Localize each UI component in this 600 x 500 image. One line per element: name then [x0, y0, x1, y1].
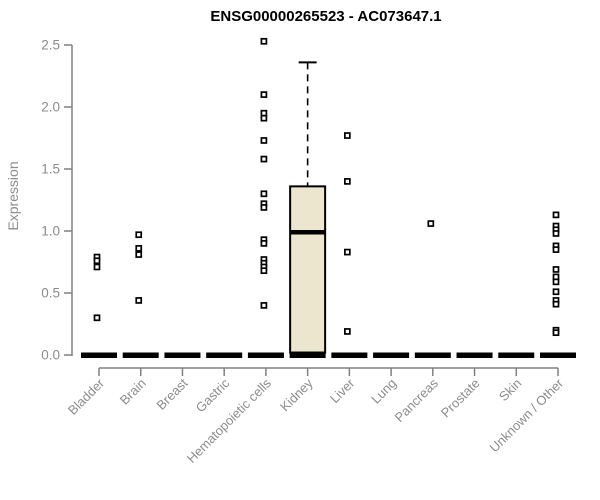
data-point	[260, 137, 268, 144]
zero-expression-dash	[456, 352, 493, 358]
data-point	[427, 220, 435, 227]
data-point	[93, 257, 101, 265]
zero-expression-dash	[164, 352, 201, 358]
zero-expression-dash	[289, 352, 326, 358]
data-point	[260, 155, 268, 163]
data-point	[344, 248, 351, 256]
zero-expression-dash	[206, 352, 243, 358]
zero-expression-dash	[247, 352, 284, 358]
data-point	[552, 278, 560, 286]
x-tick-label: Bladder	[65, 375, 108, 418]
data-point	[135, 245, 143, 252]
y-tick-label: 2.0	[41, 100, 60, 115]
zero-expression-dash	[414, 352, 451, 358]
y-tick-label: 0.0	[41, 348, 60, 363]
data-point	[260, 204, 268, 211]
data-point	[344, 328, 351, 335]
x-tick-label: Pancreas	[391, 375, 441, 425]
zero-expression-dash	[498, 352, 535, 358]
y-tick-label: 1.5	[41, 162, 60, 177]
data-point	[93, 263, 101, 271]
data-point	[260, 37, 268, 45]
zero-expression-dash	[81, 352, 117, 358]
data-point	[260, 267, 268, 275]
y-tick-label: 1.0	[41, 224, 60, 239]
data-point	[552, 211, 560, 219]
zero-expression-dash	[373, 352, 410, 358]
x-tick-label: Lung	[368, 376, 399, 407]
data-point	[552, 288, 560, 296]
data-point	[552, 230, 560, 237]
x-tick-label: Liver	[327, 375, 358, 406]
zero-expression-dash	[331, 352, 368, 358]
zero-expression-dash	[540, 352, 576, 358]
y-tick-label: 2.5	[41, 38, 60, 53]
data-point	[552, 266, 560, 273]
data-point	[344, 178, 351, 185]
data-point	[260, 190, 268, 198]
data-point	[260, 114, 268, 122]
x-tick-label: Brain	[117, 376, 149, 408]
data-point	[260, 240, 268, 247]
x-tick-label: Breast	[153, 375, 190, 412]
x-tick-label: Gastric	[193, 375, 233, 415]
data-point	[135, 251, 143, 258]
data-point	[552, 246, 560, 253]
box-iqr	[289, 185, 327, 354]
x-tick-label: Kidney	[277, 375, 316, 414]
data-point	[93, 314, 101, 322]
data-point	[260, 91, 268, 98]
zero-expression-dash	[122, 352, 159, 358]
data-point	[552, 300, 560, 308]
x-tick-label: Prostate	[438, 376, 483, 421]
y-tick-label: 0.5	[41, 286, 60, 301]
x-tick-label: Skin	[496, 376, 524, 404]
data-point	[135, 231, 143, 239]
chart-title: ENSG00000265523 - AC073647.1	[210, 8, 442, 25]
data-point	[552, 329, 560, 337]
data-point	[344, 132, 351, 139]
x-tick-label: Unknown / Other	[487, 375, 567, 455]
data-point	[135, 297, 143, 304]
data-point	[260, 302, 268, 309]
